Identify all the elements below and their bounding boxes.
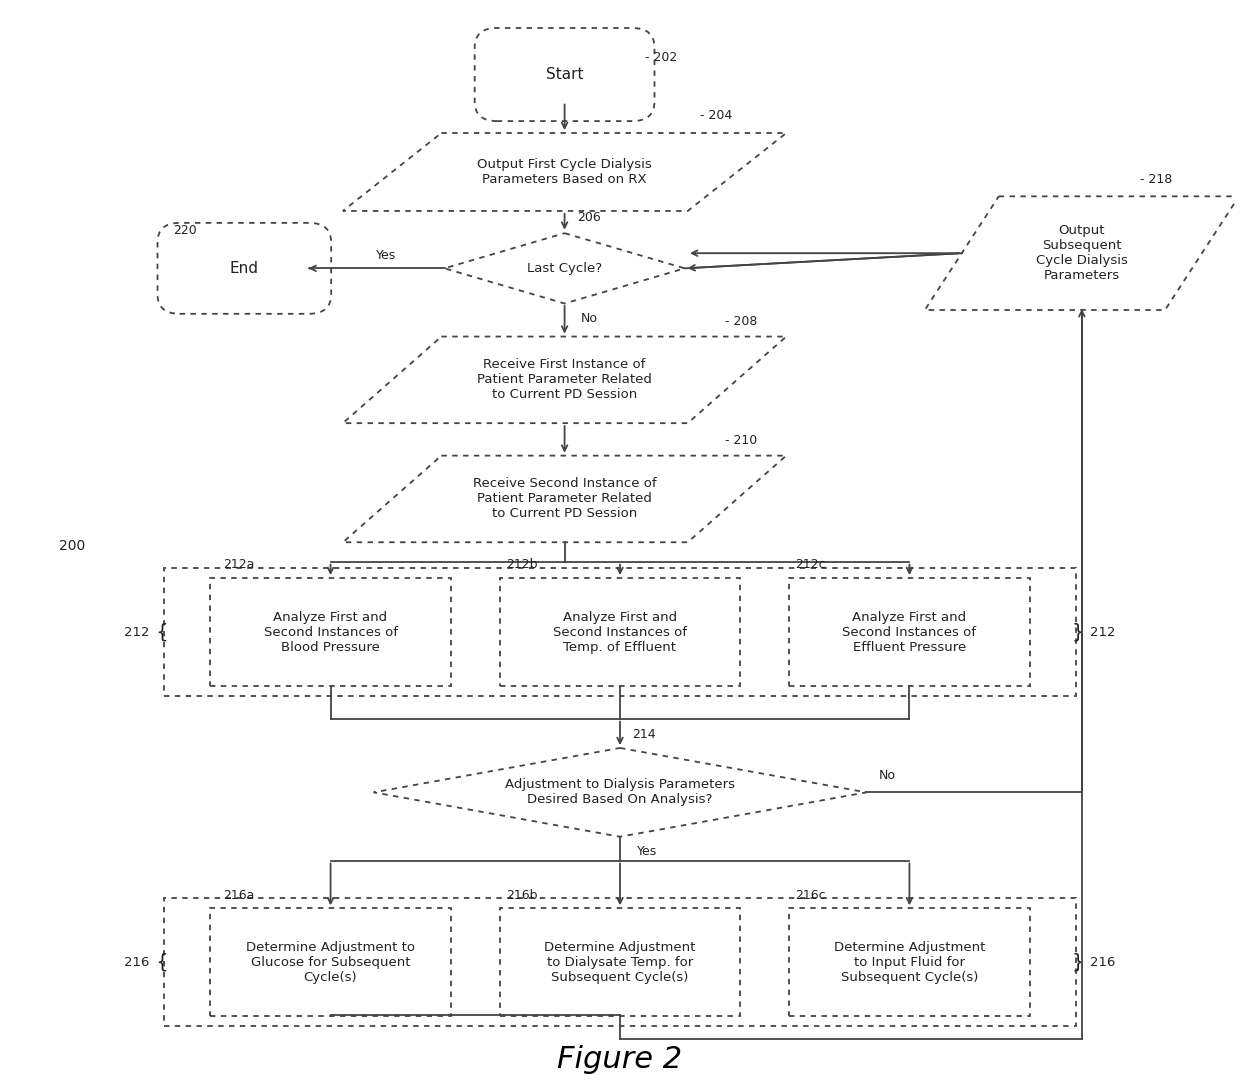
Text: {: { (150, 952, 169, 972)
Text: End: End (229, 261, 259, 276)
Text: 216c: 216c (796, 889, 826, 901)
Bar (164, 568, 1076, 696)
Text: 216: 216 (124, 956, 150, 969)
Text: 212c: 212c (796, 559, 826, 572)
Text: 216b: 216b (506, 889, 538, 901)
Text: Yes: Yes (376, 249, 396, 262)
Text: }: } (1071, 952, 1090, 972)
Text: Figure 2: Figure 2 (558, 1045, 682, 1075)
Bar (211, 578, 450, 686)
Text: Output
Subsequent
Cycle Dialysis
Parameters: Output Subsequent Cycle Dialysis Paramet… (1035, 224, 1128, 283)
Text: Analyze First and
Second Instances of
Effluent Pressure: Analyze First and Second Instances of Ef… (842, 611, 976, 654)
Text: 214: 214 (632, 729, 656, 742)
FancyBboxPatch shape (157, 223, 331, 314)
Text: Adjustment to Dialysis Parameters
Desired Based On Analysis?: Adjustment to Dialysis Parameters Desire… (505, 778, 735, 806)
Bar (211, 908, 450, 1017)
Text: 216: 216 (1090, 956, 1116, 969)
Polygon shape (373, 748, 867, 837)
Text: Determine Adjustment
to Dialysate Temp. for
Subsequent Cycle(s): Determine Adjustment to Dialysate Temp. … (544, 940, 696, 984)
Text: Determine Adjustment
to Input Fluid for
Subsequent Cycle(s): Determine Adjustment to Input Fluid for … (833, 940, 985, 984)
Text: Last Cycle?: Last Cycle? (527, 262, 603, 275)
Polygon shape (343, 336, 786, 423)
FancyBboxPatch shape (475, 28, 655, 121)
Text: Determine Adjustment to
Glucose for Subsequent
Cycle(s): Determine Adjustment to Glucose for Subs… (246, 940, 415, 984)
Text: Receive Second Instance of
Patient Parameter Related
to Current PD Session: Receive Second Instance of Patient Param… (472, 478, 656, 520)
Text: Analyze First and
Second Instances of
Temp. of Effluent: Analyze First and Second Instances of Te… (553, 611, 687, 654)
Bar (164, 899, 1076, 1027)
Text: No: No (879, 768, 895, 781)
Text: Analyze First and
Second Instances of
Blood Pressure: Analyze First and Second Instances of Bl… (264, 611, 398, 654)
Polygon shape (444, 233, 684, 303)
Text: 200: 200 (58, 539, 86, 552)
Polygon shape (343, 456, 786, 542)
Text: {: { (150, 623, 169, 642)
Text: - 210: - 210 (724, 434, 756, 447)
Text: 212: 212 (1090, 625, 1116, 638)
Text: Start: Start (546, 67, 583, 82)
Text: 220: 220 (174, 224, 197, 237)
Text: Receive First Instance of
Patient Parameter Related
to Current PD Session: Receive First Instance of Patient Parame… (477, 358, 652, 401)
Polygon shape (343, 133, 786, 211)
Text: 212: 212 (124, 625, 150, 638)
Text: 212a: 212a (223, 559, 254, 572)
Bar (500, 578, 740, 686)
Text: 206: 206 (577, 212, 600, 225)
Text: No: No (580, 312, 598, 325)
Text: - 202: - 202 (645, 50, 677, 63)
Text: - 204: - 204 (701, 109, 733, 122)
Polygon shape (925, 196, 1239, 310)
Text: 216a: 216a (223, 889, 254, 901)
Bar (790, 578, 1029, 686)
Text: 212b: 212b (506, 559, 538, 572)
Bar (500, 908, 740, 1017)
Text: }: } (1071, 623, 1090, 642)
Text: - 218: - 218 (1141, 172, 1173, 185)
Text: Output First Cycle Dialysis
Parameters Based on RX: Output First Cycle Dialysis Parameters B… (477, 158, 652, 185)
Text: - 208: - 208 (724, 315, 758, 328)
Bar (790, 908, 1029, 1017)
Text: Yes: Yes (637, 846, 657, 859)
